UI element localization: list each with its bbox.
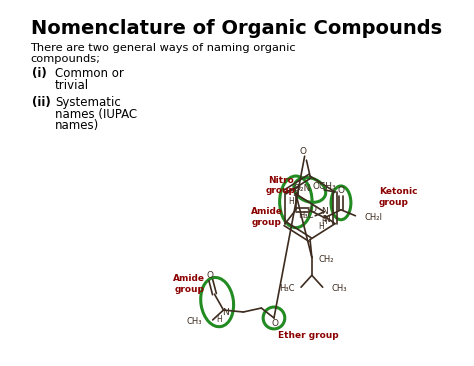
- Text: Amide: Amide: [173, 274, 205, 283]
- Text: Common or: Common or: [55, 67, 124, 80]
- Text: Nomenclature of Organic Compounds: Nomenclature of Organic Compounds: [31, 19, 443, 38]
- Text: group: group: [379, 198, 409, 208]
- Text: H₃C: H₃C: [299, 211, 314, 220]
- Text: group: group: [266, 186, 296, 195]
- Text: Amide: Amide: [251, 207, 283, 216]
- Text: H₃C: H₃C: [279, 284, 294, 293]
- Text: group: group: [252, 218, 282, 227]
- Text: CH₃: CH₃: [331, 284, 346, 293]
- Text: Ether group: Ether group: [278, 331, 338, 340]
- Text: names): names): [55, 119, 99, 132]
- Text: H: H: [289, 197, 294, 206]
- Text: Nitro: Nitro: [268, 176, 294, 184]
- Text: H: H: [321, 217, 327, 226]
- Text: Ketonic: Ketonic: [379, 187, 417, 197]
- Text: N: N: [292, 190, 299, 198]
- Text: O: O: [310, 205, 317, 214]
- Text: N: N: [321, 207, 328, 216]
- Text: H: H: [318, 222, 324, 231]
- Text: (i): (i): [32, 67, 47, 80]
- Text: CH₂: CH₂: [318, 255, 334, 264]
- Text: Systematic: Systematic: [55, 96, 120, 109]
- Text: CH₂I: CH₂I: [365, 213, 383, 222]
- Text: names (IUPAC: names (IUPAC: [55, 108, 137, 120]
- Text: compounds;: compounds;: [30, 54, 100, 64]
- Text: H: H: [216, 315, 222, 324]
- Text: O: O: [207, 271, 213, 280]
- Text: N: N: [323, 215, 330, 224]
- Text: There are two general ways of naming organic: There are two general ways of naming org…: [30, 43, 296, 53]
- Text: O: O: [272, 320, 278, 328]
- Text: N: N: [222, 307, 228, 317]
- Text: O₂N: O₂N: [294, 184, 311, 194]
- Text: (ii): (ii): [32, 96, 51, 109]
- Text: O: O: [299, 147, 306, 156]
- Text: O: O: [337, 186, 345, 195]
- Text: trivial: trivial: [55, 79, 89, 92]
- Text: CH₃: CH₃: [187, 317, 202, 326]
- Text: group: group: [174, 285, 204, 294]
- Text: OCH₃: OCH₃: [312, 183, 336, 191]
